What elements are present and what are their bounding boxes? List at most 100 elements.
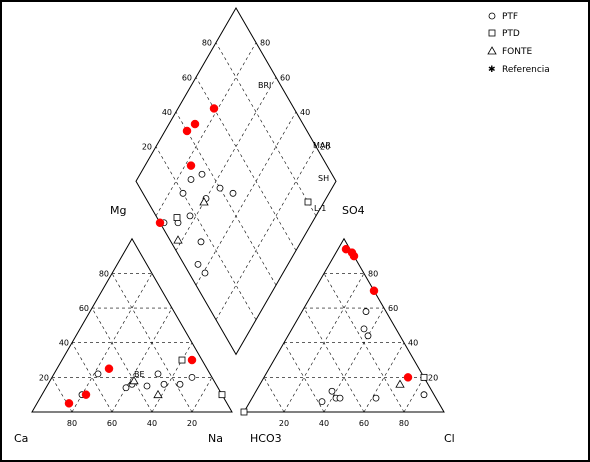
anion-grid-hco3-20 xyxy=(263,377,285,413)
point-ptf-diamond-11 xyxy=(187,176,195,183)
tick-ca-80: 80 xyxy=(67,419,77,428)
point-ptf-anion-4 xyxy=(372,394,380,402)
tick-so4-20: 20 xyxy=(428,373,438,382)
data-points xyxy=(64,104,428,416)
point-ptf-cation-3 xyxy=(176,380,184,388)
cation-grid-ca-80 xyxy=(111,273,193,413)
point-referencia-diamond-4 xyxy=(209,104,219,113)
legend-ptf-label: PTF xyxy=(502,12,518,22)
point-ptf-diamond-4 xyxy=(186,212,194,220)
point-fonte-anion-0 xyxy=(395,379,405,388)
point-referencia-anion-4 xyxy=(369,286,379,296)
legend-fonte-label: FONTE xyxy=(502,47,532,57)
legend-fonte-marker xyxy=(487,46,497,55)
point-ptf-diamond-0 xyxy=(216,184,224,192)
tick-cl-80: 80 xyxy=(399,419,409,428)
diamond-grid-v-80 xyxy=(155,42,257,216)
point-referencia-cation-1 xyxy=(104,364,114,373)
point-ptf-cation-0 xyxy=(143,382,151,390)
point-ptf-anion-2 xyxy=(336,394,344,402)
legend-referencia-label: Referencia xyxy=(502,65,550,75)
tick-so4-60: 60 xyxy=(388,304,398,313)
point-referencia-anion-2 xyxy=(403,373,413,382)
tick-diamond-left-20: 20 xyxy=(142,143,152,152)
point-referencia-cation-3 xyxy=(64,399,74,408)
point-referencia-diamond-2 xyxy=(190,119,200,129)
annotation-mar: MAR xyxy=(313,141,331,150)
point-ptf-cation-2 xyxy=(160,380,168,388)
point-ptd-anion-0 xyxy=(240,408,248,416)
tick-labels: 20 20 20 20 40 40 40 40 60 60 60 60 80 80 80 80 20 20 40 40… xyxy=(39,39,438,428)
cation-grid-ca-40 xyxy=(71,342,113,413)
tick-diamond-right-40: 40 xyxy=(300,108,310,117)
point-ptf-diamond-1 xyxy=(229,189,237,197)
point-ptf-diamond-6 xyxy=(194,260,202,268)
tick-mg-80: 80 xyxy=(99,269,109,278)
tick-diamond-left-40: 40 xyxy=(162,108,172,117)
diamond-grid-u-20 xyxy=(155,146,257,320)
point-ptf-cation-8 xyxy=(94,370,102,378)
tick-cl-20: 20 xyxy=(279,419,289,428)
point-referencia-diamond-0 xyxy=(155,218,165,228)
diamond-grid-v-20 xyxy=(215,146,317,320)
tick-diamond-left-60: 60 xyxy=(182,73,192,82)
cation-grid-na-80 xyxy=(191,377,213,413)
axis-label-so4: SO4 xyxy=(342,204,365,217)
point-fonte-cation-1 xyxy=(129,376,139,385)
tick-mg-60: 60 xyxy=(79,304,89,313)
point-ptf-cation-6 xyxy=(122,384,130,392)
tick-diamond-left-80: 80 xyxy=(202,39,212,48)
point-fonte-cation-0 xyxy=(153,389,163,399)
legend-ptd-marker xyxy=(488,29,496,37)
point-ptd-diamond-0 xyxy=(304,198,312,206)
point-ptf-diamond-8 xyxy=(197,238,205,246)
tick-cl-60: 60 xyxy=(359,419,369,428)
point-referencia-cation-2 xyxy=(81,390,91,399)
point-fonte-diamond-0 xyxy=(173,235,183,244)
legend: PTF PTD FONTE ✱ Referencia xyxy=(487,12,550,75)
tick-so4-40: 40 xyxy=(408,339,418,348)
tick-ca-60: 60 xyxy=(107,419,117,428)
diamond-grid-u-80 xyxy=(215,42,317,216)
anion-grid-cl-40 xyxy=(323,307,385,413)
tick-ca-20: 20 xyxy=(187,419,197,428)
anion-grid-cl-60 xyxy=(363,342,405,413)
tick-mg-20: 20 xyxy=(39,373,49,382)
point-ptd-diamond-1 xyxy=(173,214,181,221)
grid-lines xyxy=(51,42,425,413)
anion-grid-hco3-80 xyxy=(323,273,405,413)
cation-grid-ca-60 xyxy=(91,307,153,413)
plot-outlines xyxy=(31,7,445,413)
tick-diamond-right-80: 80 xyxy=(260,39,270,48)
point-ptf-anion-8 xyxy=(364,332,372,340)
tick-diamond-right-60: 60 xyxy=(280,73,290,82)
tick-so4-80: 80 xyxy=(368,269,378,278)
point-ptd-anion-1 xyxy=(420,373,428,381)
point-ptf-diamond-3 xyxy=(179,189,187,197)
legend-ptd-label: PTD xyxy=(502,29,520,39)
diamond xyxy=(135,7,337,356)
point-ptf-diamond-9 xyxy=(201,269,209,277)
axis-label-cl: Cl xyxy=(444,432,455,445)
tick-diamond-right-20: 20 xyxy=(320,143,330,152)
point-referencia-diamond-1 xyxy=(186,161,196,170)
annotation-bri: BRI xyxy=(258,81,271,90)
tick-mg-40: 40 xyxy=(59,339,69,348)
point-ptd-cation-0 xyxy=(218,391,226,399)
point-ptf-cation-1 xyxy=(154,370,162,378)
point-ptf-anion-5 xyxy=(420,391,428,399)
point-ptf-anion-7 xyxy=(360,325,368,333)
point-ptf-anion-0 xyxy=(318,398,326,406)
anion-grid-hco3-60 xyxy=(303,307,365,413)
anion-triangle xyxy=(243,237,445,413)
point-fonte-diamond-1 xyxy=(199,197,209,206)
diamond-grid-u-40 xyxy=(175,111,277,286)
point-ptd-cation-1 xyxy=(178,356,186,364)
tick-cl-40: 40 xyxy=(319,419,329,428)
point-ptf-anion-3 xyxy=(328,387,336,395)
point-ptf-diamond-2 xyxy=(198,170,206,178)
axis-label-na: Na xyxy=(208,432,223,445)
axis-label-hco3: HCO3 xyxy=(250,432,282,445)
